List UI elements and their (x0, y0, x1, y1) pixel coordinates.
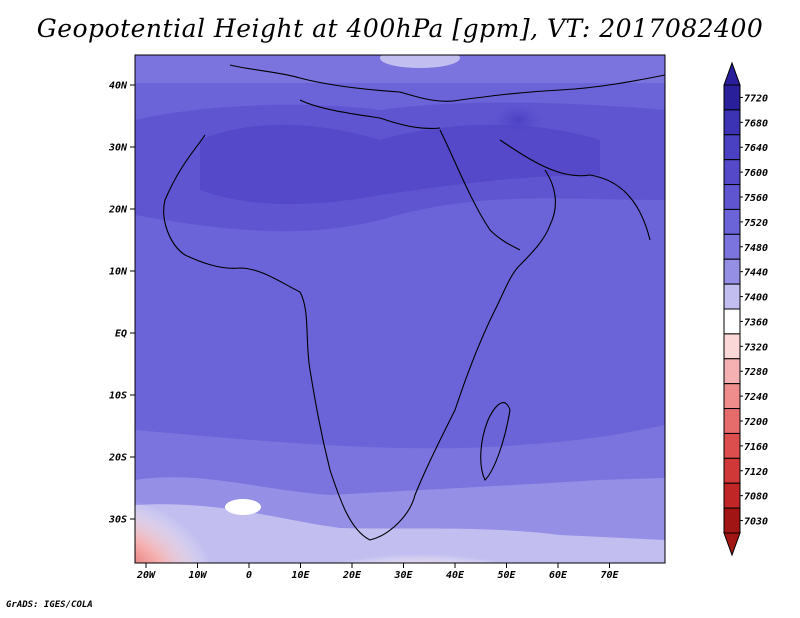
colorbar-label: 7680 (744, 118, 768, 129)
colorbar-label: 7520 (744, 218, 768, 229)
colorbar: 7720 7680 7640 7600 7560 7520 7480 7440 7400 7360… (723, 61, 768, 557)
height-field-max (493, 105, 543, 135)
low-height-core-south (290, 518, 550, 563)
lon-tick-label: 40E (446, 570, 465, 581)
colorbar-top-arrow (723, 61, 741, 86)
lat-tick-label: 30N (108, 143, 128, 154)
longitude-axis: 20W 10W 0 10E 20E 30E 40E 50E 60E 70E (136, 563, 620, 581)
lon-tick-label: 20W (136, 570, 156, 581)
colorbar-label: 7280 (744, 367, 768, 378)
colorbar-label: 7720 (744, 93, 768, 104)
africa-coastline (163, 134, 556, 541)
arabia-coast (499, 139, 651, 241)
colorbar-bottom-arrow (723, 532, 741, 557)
coastlines (163, 64, 665, 541)
red-sea-coast (439, 129, 521, 251)
lon-tick-label: 10E (291, 570, 310, 581)
lat-tick-label: 20S (108, 453, 127, 464)
lat-tick-label: 30S (108, 515, 127, 526)
colorbar-segment (723, 258, 741, 285)
lat-tick-label: EQ (115, 329, 127, 340)
lat-tick-label: 20N (108, 205, 128, 216)
lon-tick-label: 20E (342, 570, 362, 581)
colorbar-label: 7160 (744, 442, 768, 453)
lon-tick-label: 10W (188, 570, 207, 581)
colorbar-segment (723, 383, 741, 410)
colorbar-segment (723, 507, 741, 534)
latitude-axis: 40N 30N 20N 10N EQ 10S 20S 30S (108, 81, 135, 526)
colorbar-label: 7120 (744, 467, 768, 478)
grads-credit: GrADS: IGES/COLA (6, 600, 93, 610)
colorbar-segment (723, 109, 741, 136)
colorbar-segment (723, 184, 741, 210)
colorbar-segment (723, 457, 741, 484)
colorbar-label: 7560 (744, 193, 768, 204)
colorbar-segment (723, 208, 741, 235)
colorbar-label: 7480 (744, 243, 768, 254)
plot-frame (134, 54, 666, 564)
north-africa-coast (299, 99, 441, 129)
colorbar-label: 7640 (744, 143, 768, 154)
colorbar-label: 7240 (744, 392, 768, 403)
height-field-north-light (380, 55, 460, 68)
colorbar-label: 7320 (744, 342, 768, 353)
colorbar-segment (723, 159, 741, 186)
colorbar-segment (723, 358, 741, 385)
colorbar-segment (723, 333, 741, 360)
lat-tick-label: 10N (109, 267, 128, 278)
height-field-subtropical-core (200, 124, 600, 205)
colorbar-segment (723, 84, 741, 111)
lon-tick-label: 50E (497, 570, 516, 581)
colorbar-segment (723, 233, 741, 260)
colorbar-segment (723, 482, 741, 509)
colorbar-label: 7200 (744, 417, 768, 428)
colorbar-segment (723, 134, 741, 161)
madagascar (480, 402, 511, 481)
colorbar-label: 7400 (744, 293, 768, 304)
lon-tick-label: 0 (246, 570, 252, 581)
lon-tick-label: 60E (549, 570, 568, 581)
europe-coastline (229, 64, 665, 102)
colorbar-label: 7360 (744, 317, 768, 328)
colorbar-segment (723, 432, 741, 459)
colorbar-label: 7440 (744, 268, 768, 279)
map-plot-area (135, 55, 665, 563)
lon-tick-label: 70E (600, 570, 619, 581)
colorbar-segment (723, 408, 741, 434)
colorbar-segment (723, 283, 741, 310)
lat-tick-label: 10S (109, 391, 127, 402)
lon-tick-label: 30E (393, 570, 413, 581)
colorbar-label: 7080 (744, 492, 768, 503)
colorbar-label: 7600 (744, 168, 768, 179)
colorbar-label: 7030 (744, 517, 768, 528)
lat-tick-label: 40N (109, 81, 128, 92)
height-field-south-white (225, 499, 261, 515)
map-title: Geopotential Height at 400hPa [gpm], VT:… (36, 14, 764, 43)
low-height-core-west (135, 495, 215, 563)
colorbar-segment (723, 308, 741, 335)
